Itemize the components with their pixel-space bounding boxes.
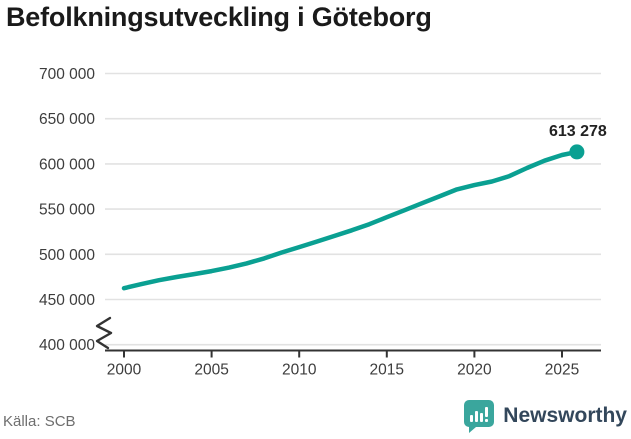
y-tick-label: 550 000 (39, 202, 95, 219)
y-tick-label: 650 000 (39, 111, 95, 128)
x-tick-label: 2015 (370, 362, 404, 379)
end-value-label: 613 278 (549, 123, 607, 140)
y-tick-label: 500 000 (39, 247, 95, 264)
line-chart: 700 000 650 000 600 000 550 000 500 000 450 0… (39, 66, 607, 379)
x-tick-label: 2020 (457, 362, 492, 379)
x-tick-label: 2010 (282, 362, 317, 379)
newsworthy-logo: Newsworthy (463, 399, 627, 433)
newsworthy-icon (464, 400, 495, 433)
x-tick-label: 2005 (194, 362, 228, 379)
end-point-marker (569, 144, 585, 160)
x-tick-label: 2000 (107, 362, 142, 379)
chart-footer: Källa: SCB Newsworthy (0, 397, 631, 439)
source-label: Källa: SCB (3, 413, 76, 430)
y-tick-label: 400 000 (39, 337, 95, 354)
x-tick-label: 2025 (545, 362, 579, 379)
y-tick-label: 450 000 (39, 292, 95, 309)
y-tick-label: 600 000 (39, 156, 95, 173)
brand-name: Newsworthy (503, 404, 627, 427)
population-line (121, 149, 580, 291)
axis-break-icon (95, 316, 113, 350)
y-tick-label: 700 000 (39, 66, 95, 83)
chart-title: Befolkningsutveckling i Göteborg (6, 2, 432, 32)
